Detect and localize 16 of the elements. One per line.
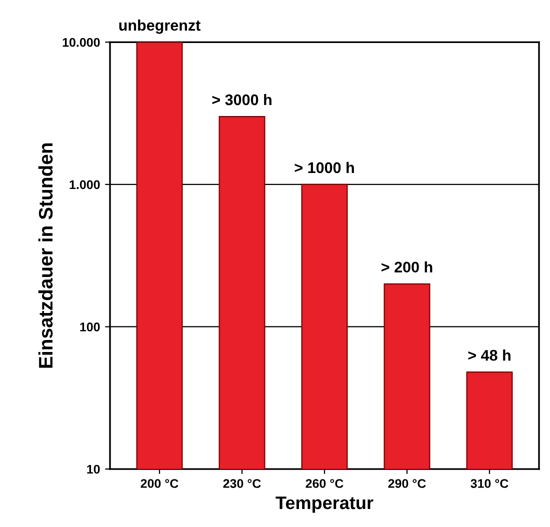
y-tick-label: 1.000 [70,180,100,190]
y-tick-label: 10 [87,464,100,474]
x-tick-label: 200 °C [140,479,178,488]
y-tick-label: 10.000 [62,38,100,47]
data-label: > 1000 h [294,162,354,174]
y-tick-label: 100 [80,322,100,332]
data-label: > 200 h [382,261,432,273]
x-tick-label: 230 °C [223,479,261,488]
data-label: unbegrenzt [119,20,200,34]
x-tick-label: 260 °C [306,479,344,488]
y-axis-title: Einsatzdauer in Stunden [38,143,53,368]
x-axis-title: Temperatur [276,496,374,513]
x-tick-label: 290 °C [388,479,426,488]
x-tick-label: 310 °C [470,479,508,488]
data-label: > 3000 h [212,94,272,106]
data-label: > 48 h [468,350,510,361]
